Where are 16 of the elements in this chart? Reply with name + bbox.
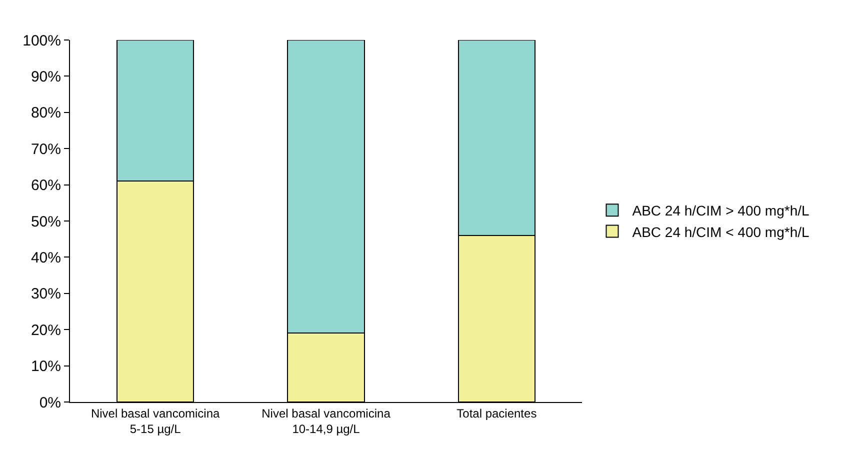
- y-tick-label: 40%: [30, 249, 61, 266]
- y-tick-label: 0%: [39, 394, 61, 412]
- y-tick-label: 10%: [30, 358, 61, 376]
- y-tick-label: 60%: [30, 177, 61, 194]
- y-tick-label: 80%: [30, 104, 61, 122]
- x-tick-label: Total pacientes: [456, 406, 537, 420]
- legend-label: ABC 24 h/CIM < 400 mg*h/L: [632, 224, 810, 240]
- legend-label: ABC 24 h/CIM > 400 mg*h/L: [632, 202, 810, 219]
- y-tick-label: 50%: [30, 213, 61, 230]
- x-tick-label: Nivel basal vancomicina 10-14,9 µg/L: [262, 406, 391, 436]
- y-tick-label: 30%: [30, 286, 61, 303]
- y-tick-label: 20%: [30, 322, 61, 339]
- y-tick-label: 70%: [30, 140, 61, 158]
- y-tick-label: 100%: [22, 32, 61, 50]
- x-tick-label: Nivel basal vancomicina 5-15 µg/L: [90, 406, 220, 436]
- y-tick-label: 90%: [30, 68, 61, 86]
